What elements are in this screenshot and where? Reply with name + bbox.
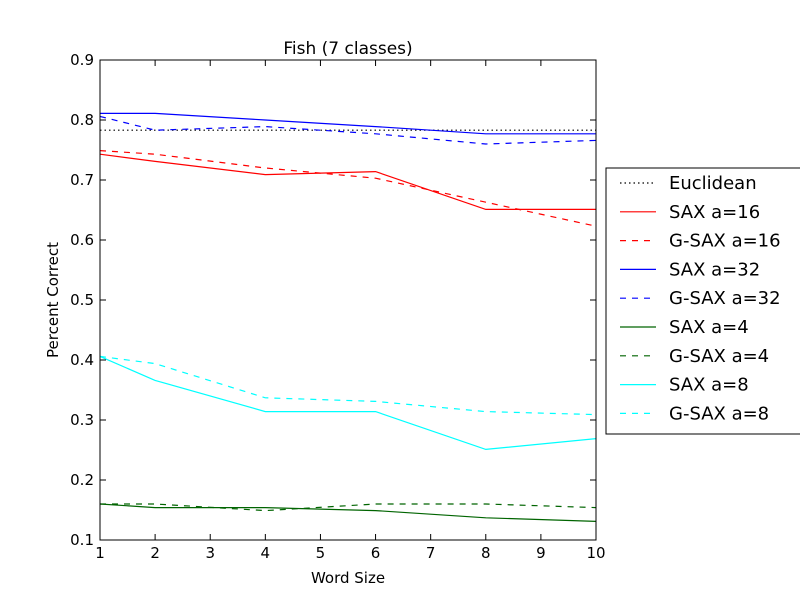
y-tick-label: 0.3 — [70, 411, 94, 429]
series-line-sax-a-32 — [100, 112, 596, 135]
legend-label-sax-a-32: SAX a=32 — [669, 259, 760, 280]
x-tick-label: 6 — [371, 544, 381, 562]
x-tick-label: 4 — [261, 544, 271, 562]
series-line-g-sax-a-4 — [100, 503, 597, 512]
y-tick-label: 0.2 — [70, 471, 94, 489]
x-tick-label: 5 — [316, 544, 326, 562]
series-line-sax-a-4 — [99, 503, 597, 522]
x-tick-label: 7 — [426, 544, 436, 562]
legend-label-sax-a-4: SAX a=4 — [669, 317, 749, 338]
series-layer — [99, 112, 597, 522]
y-tick-label: 0.8 — [70, 111, 94, 129]
x-tick-label: 8 — [481, 544, 491, 562]
x-axis-label: Word Size — [311, 569, 385, 587]
legend-label-g-sax-a-4: G-SAX a=4 — [669, 346, 769, 367]
y-tick-label: 0.6 — [70, 231, 94, 249]
plot-frame — [99, 59, 597, 541]
series-line-g-sax-a-16 — [99, 150, 597, 227]
x-tick-label: 1 — [95, 544, 105, 562]
legend: Euclidean SAX a=16 G-SAX a=16 SAX a=32 G-SAX… — [605, 167, 800, 435]
x-tick-label: 9 — [536, 544, 546, 562]
legend-label-euclidean: Euclidean — [669, 173, 757, 194]
legend-label-g-sax-a-16: G-SAX a=16 — [669, 231, 781, 252]
legend-label-sax-a-8: SAX a=8 — [669, 375, 749, 396]
y-tick-label: 0.1 — [70, 531, 94, 549]
y-tick-label: 0.9 — [70, 51, 94, 69]
y-tick-label: 0.4 — [70, 351, 94, 369]
legend-label-sax-a-16: SAX a=16 — [669, 202, 760, 223]
legend-label-g-sax-a-32: G-SAX a=32 — [669, 288, 781, 309]
series-line-g-sax-a-8 — [99, 355, 597, 416]
tick-layer: 1 2 3 4 5 6 7 8 9 10 0.1 0.2 0.3 0.4 0.5 0.6 0.7 0.8 0.9 — [70, 51, 605, 562]
legend-label-g-sax-a-8: G-SAX a=8 — [669, 403, 769, 424]
x-tick-label: 10 — [586, 544, 605, 562]
chart-title: Fish (7 classes) — [283, 39, 412, 59]
y-axis-label: Percent Correct — [44, 242, 62, 358]
x-tick-label: 3 — [205, 544, 215, 562]
x-tick-label: 2 — [150, 544, 160, 562]
y-tick-label: 0.7 — [70, 171, 94, 189]
series-line-sax-a-8 — [99, 355, 597, 451]
y-tick-label: 0.5 — [70, 291, 94, 309]
